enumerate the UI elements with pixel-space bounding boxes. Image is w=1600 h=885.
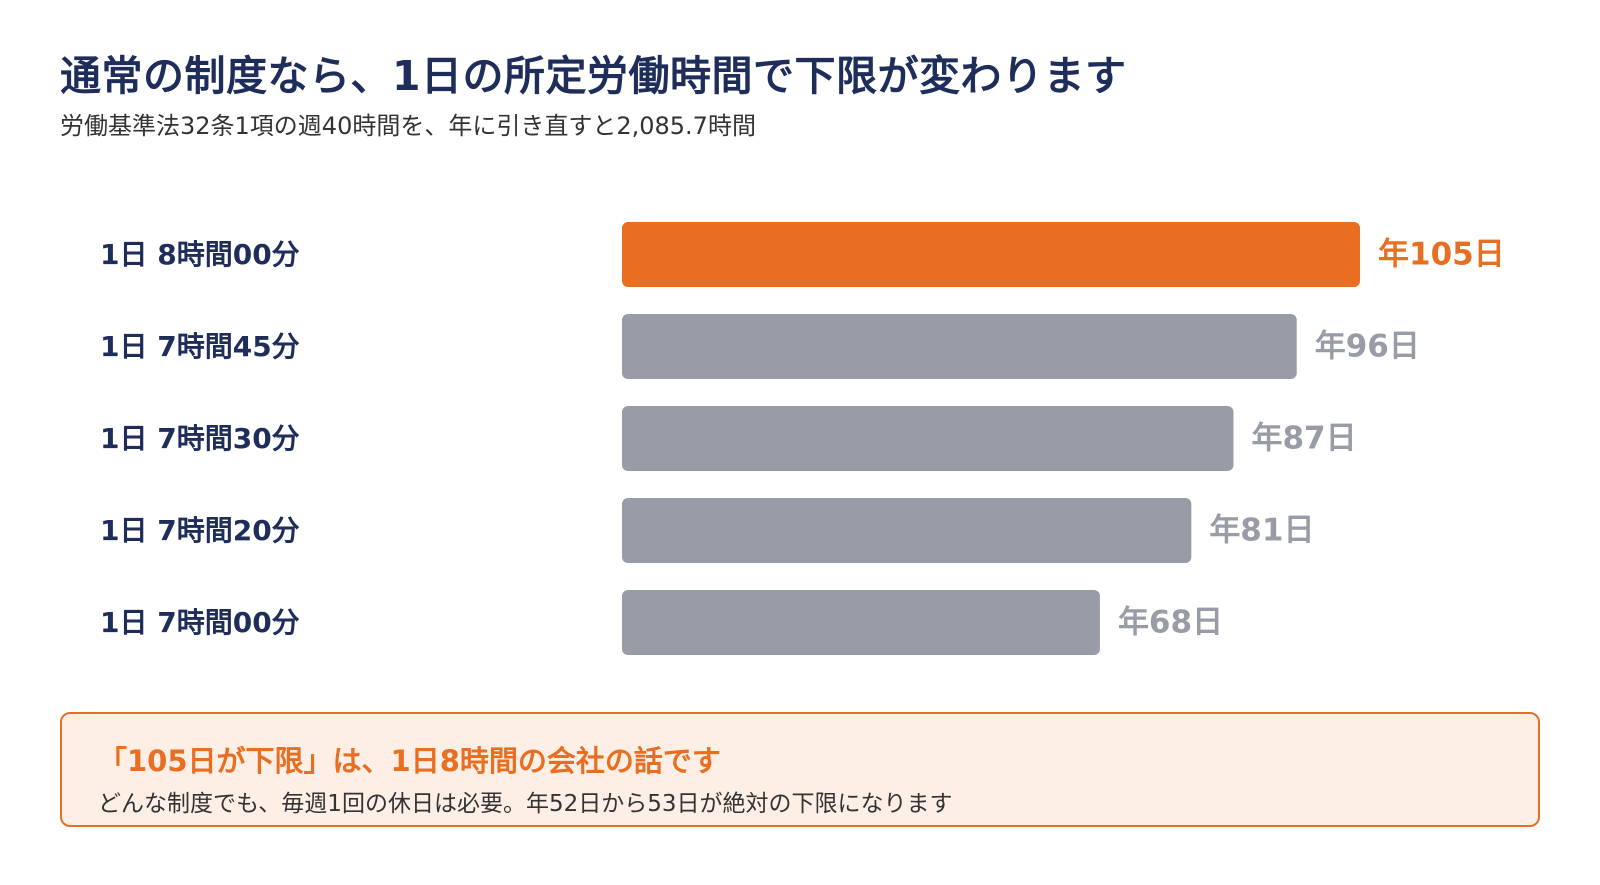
bar-value-label: 年87日 [1251,421,1356,457]
bar-value-label: 年105日 [1378,237,1505,273]
page-subtitle: 労働基準法32条1項の週40時間を、年に引き直すと2,085.7時間 [60,112,756,140]
category-label: 1日 7時間00分 [100,606,300,639]
callout-box: 「105日が下限」は、1日8時間の会社の話です どんな制度でも、毎週1回の休日は… [60,712,1540,827]
category-label: 1日 7時間30分 [100,422,300,455]
bar-value-label: 年81日 [1209,513,1314,549]
bar [622,406,1234,471]
bar [622,314,1297,379]
category-label: 1日 7時間45分 [100,330,300,363]
callout-body: どんな制度でも、毎週1回の休日は必要。年52日から53日が絶対の下限になります [98,791,953,817]
bar [622,498,1192,563]
bar-chart: 1日 8時間00分 年105日 1日 7時間45分 年96日 1日 7時間30分 年87日… [100,222,1505,655]
category-label: 1日 7時間20分 [100,514,300,547]
callout-title: 「105日が下限」は、1日8時間の会社の話です [98,744,721,778]
bar [622,590,1100,655]
bar-value-label: 年68日 [1118,605,1223,641]
bar-value-label: 年96日 [1315,329,1420,365]
bar [622,222,1360,287]
category-label: 1日 8時間00分 [100,238,300,271]
page-title: 通常の制度なら、1日の所定労働時間で下限が変わります [60,52,1127,100]
